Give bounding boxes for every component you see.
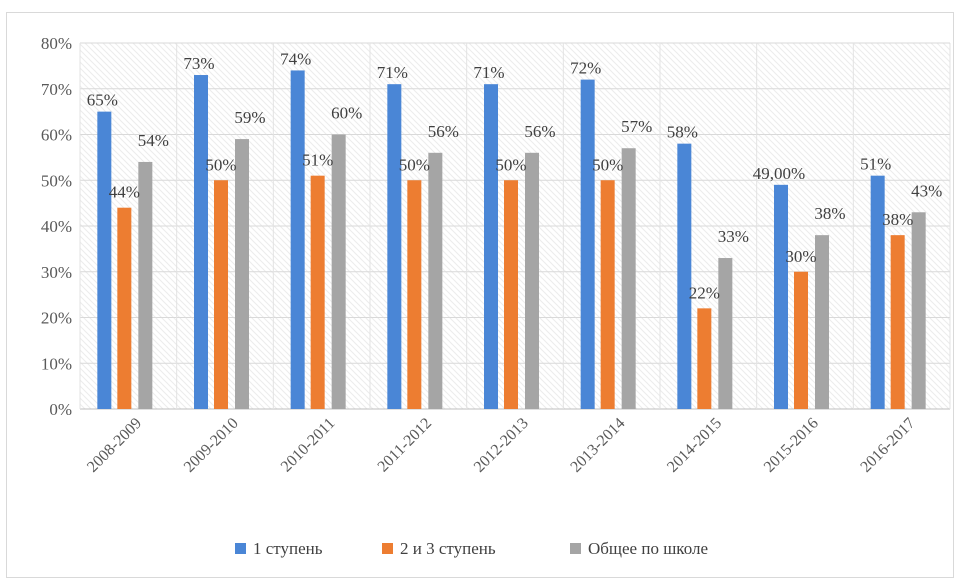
data-label-stage-2-3: 51% — [302, 151, 333, 170]
legend[interactable]: 1 ступень 2 и 3 ступень Общее по школе — [235, 539, 708, 558]
data-label-stage-1: 65% — [87, 91, 118, 110]
data-label-stage-2-3: 38% — [882, 210, 913, 229]
data-label-school-total: 59% — [234, 108, 265, 127]
bar-school-total — [428, 152, 443, 410]
y-tick-label: 0% — [49, 400, 72, 419]
bar-stage-1 — [580, 79, 595, 409]
data-label-stage-1: 51% — [860, 155, 891, 174]
legend-swatch — [382, 543, 393, 554]
x-category-label: 2015-2016 — [761, 415, 822, 476]
data-label-school-total: 60% — [331, 104, 362, 123]
data-label-stage-1: 72% — [570, 59, 601, 78]
bar-stage-2-3 — [794, 271, 808, 409]
y-tick-label: 80% — [41, 34, 72, 53]
x-category-label: 2008-2009 — [84, 415, 145, 476]
data-labels: 65% 44% 54% 73% 50% 59% 74% 51% 60% 71% 50% 56% 71% 5… — [87, 49, 943, 302]
data-label-school-total: 54% — [138, 131, 169, 150]
bar-stage-1 — [484, 84, 498, 410]
data-label-stage-1: 49,00% — [753, 164, 805, 183]
data-label-school-total: 57% — [621, 117, 652, 136]
legend-label: Общее по школе — [588, 539, 708, 558]
legend-label: 1 ступень — [253, 539, 323, 558]
y-tick-label: 10% — [41, 354, 72, 373]
data-label-school-total: 38% — [814, 204, 845, 223]
bar-stage-1 — [97, 111, 112, 409]
bar-stage-2-3 — [117, 207, 132, 409]
y-tick-label: 50% — [41, 171, 72, 190]
bar-stage-1 — [677, 143, 692, 409]
data-label-stage-2-3: 50% — [495, 155, 526, 174]
data-label-stage-2-3: 30% — [785, 247, 816, 266]
y-tick-label: 70% — [41, 80, 72, 99]
legend-item-stage-2-3[interactable]: 2 и 3 ступень — [382, 539, 496, 558]
x-category-label: 2012-2013 — [471, 415, 532, 476]
data-label-stage-1: 74% — [280, 49, 311, 68]
bar-school-total — [718, 258, 733, 409]
legend-label: 2 и 3 ступень — [400, 539, 496, 558]
y-tick-label: 20% — [41, 309, 72, 328]
bar-school-total — [331, 134, 346, 409]
y-axis-ticks: 0% 10% 20% 30% 40% 50% 60% 70% 80% — [41, 34, 72, 419]
y-tick-label: 60% — [41, 126, 72, 145]
legend-swatch — [570, 543, 581, 554]
bar-school-total — [815, 235, 829, 409]
x-axis-categories: 2008-2009 2009-2010 2010-2011 2011-2012 2012… — [84, 415, 918, 476]
legend-item-stage-1[interactable]: 1 ступень — [235, 539, 323, 558]
data-label-stage-1: 58% — [667, 123, 698, 142]
bar-stage-2-3 — [310, 175, 325, 409]
bar-stage-1 — [774, 184, 788, 409]
data-label-stage-1: 73% — [183, 54, 214, 73]
bar-school-total — [621, 148, 636, 409]
y-tick-label: 30% — [41, 263, 72, 282]
legend-item-school-total[interactable]: Общее по школе — [570, 539, 708, 558]
bar-stage-2-3 — [697, 308, 712, 409]
x-category-label: 2011-2012 — [375, 415, 436, 476]
x-category-label: 2010-2011 — [278, 415, 339, 476]
data-label-stage-2-3: 50% — [399, 155, 430, 174]
bars — [97, 70, 926, 410]
data-label-school-total: 43% — [911, 181, 942, 200]
x-category-label: 2013-2014 — [567, 415, 628, 476]
y-tick-label: 40% — [41, 217, 72, 236]
data-label-stage-2-3: 22% — [689, 283, 720, 302]
bar-stage-1 — [194, 75, 208, 410]
x-category-label: 2009-2010 — [181, 415, 242, 476]
data-label-stage-2-3: 44% — [109, 183, 140, 202]
bar-stage-2-3 — [890, 235, 905, 409]
bar-stage-1 — [870, 175, 885, 409]
data-label-school-total: 56% — [428, 122, 459, 141]
bar-school-total — [911, 212, 926, 409]
bar-stage-2-3 — [407, 180, 422, 409]
x-category-label: 2014-2015 — [664, 415, 725, 476]
data-label-stage-2-3: 50% — [205, 155, 236, 174]
data-label-stage-1: 71% — [473, 63, 504, 82]
bar-stage-1 — [387, 84, 402, 410]
bar-school-total — [235, 139, 249, 409]
x-category-label: 2016-2017 — [857, 415, 918, 476]
bar-school-total — [525, 152, 539, 410]
bar-stage-1 — [290, 70, 305, 409]
bar-school-total — [138, 161, 153, 409]
bar-stage-2-3 — [600, 180, 615, 409]
data-label-stage-2-3: 50% — [592, 155, 623, 174]
data-label-school-total: 33% — [718, 227, 749, 246]
data-label-school-total: 56% — [524, 122, 555, 141]
data-label-stage-1: 71% — [377, 63, 408, 82]
bar-stage-2-3 — [504, 180, 518, 409]
bar-stage-2-3 — [214, 180, 228, 409]
legend-swatch — [235, 543, 246, 554]
